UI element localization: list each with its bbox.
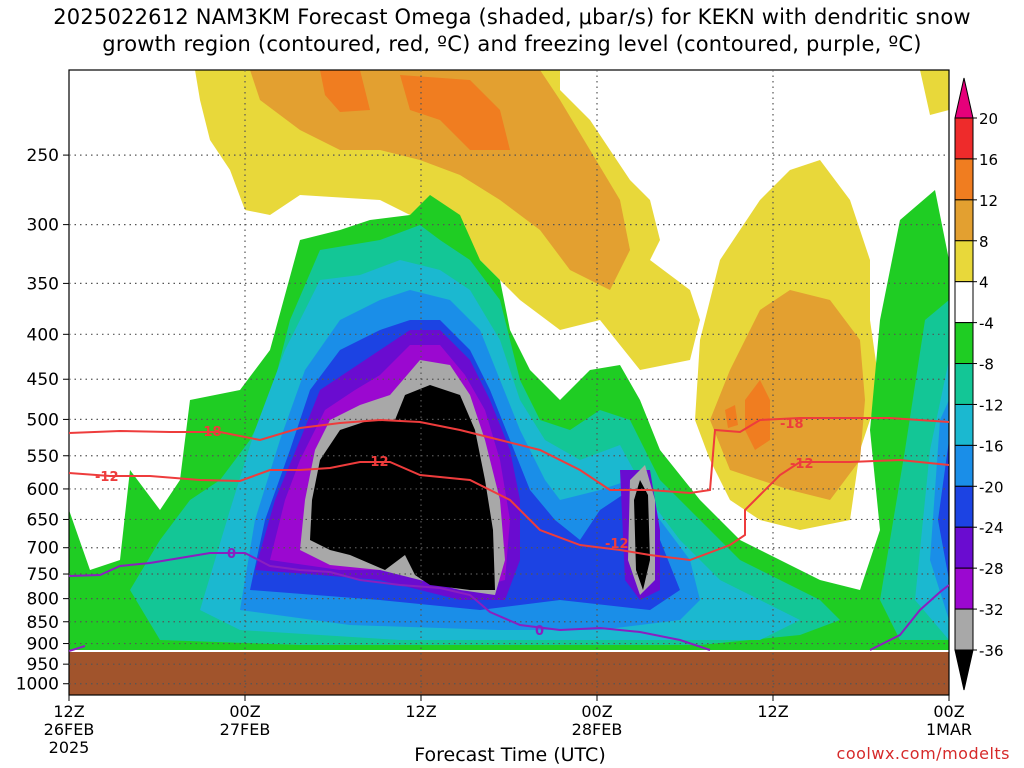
x-tick-label: 26FEB <box>44 720 95 739</box>
colorbar-label: -24 <box>979 519 1004 537</box>
colorbar-label: 4 <box>979 274 989 292</box>
x-tick-label: 12Z <box>757 702 788 721</box>
colorbar-segment <box>954 526 974 569</box>
contour-label-zero-left: 0 <box>227 547 236 562</box>
colorbar-segment <box>954 158 974 201</box>
y-tick-label: 800 <box>27 590 59 610</box>
colorbar-segment <box>954 567 974 610</box>
colorbar-label: -36 <box>979 642 1004 660</box>
title-line-1: 2025022612 NAM3KM Forecast Omega (shaded… <box>53 5 971 29</box>
shade-orange-upper <box>250 70 630 290</box>
x-tick-label: 00Z <box>229 702 260 721</box>
y-tick-label: 650 <box>27 510 59 530</box>
colorbar-segment <box>954 117 974 160</box>
y-tick-label: 400 <box>27 325 59 345</box>
contour-label-zero-right: 0 <box>535 624 544 639</box>
colorbar-bottom-triangle <box>954 649 974 691</box>
contour-zero-left-stub <box>69 645 86 652</box>
colorbar-label: 16 <box>979 151 998 169</box>
colorbar-label: 20 <box>979 110 998 128</box>
ground-layer <box>69 652 949 695</box>
contour-label-minus12-right: -12 <box>790 457 814 472</box>
x-tick-label: 00Z <box>581 702 612 721</box>
colorbar-label: 12 <box>979 192 998 210</box>
y-tick-label: 550 <box>27 447 59 467</box>
grid <box>69 70 949 695</box>
contour-label-minus18-left: -18 <box>198 425 222 440</box>
contour-label-minus12-left: -12 <box>95 470 119 485</box>
colorbar-segment <box>954 322 974 365</box>
colorbar-segment <box>954 444 974 487</box>
y-tick-label: 850 <box>27 613 59 633</box>
y-tick-label: 250 <box>27 146 59 166</box>
y-axis: 2503003504004505005506006507007508008509… <box>16 146 69 695</box>
y-tick-label: 700 <box>27 539 59 559</box>
contour-minus18 <box>69 417 949 495</box>
y-tick-label: 500 <box>27 410 59 430</box>
shade-orange-right <box>710 290 865 500</box>
contour-minus12 <box>69 458 949 562</box>
title-line-2: growth region (contoured, red, ºC) and f… <box>102 32 922 56</box>
contour-label-minus12-lower: -12 <box>605 537 629 552</box>
x-tick-label: 12Z <box>53 702 84 721</box>
x-tick-label: 12Z <box>405 702 436 721</box>
colorbar-segment <box>954 199 974 242</box>
shade-dark-orange-upper <box>320 70 510 150</box>
colorbar-label: -12 <box>979 396 1004 414</box>
colorbar-label: -28 <box>979 560 1004 578</box>
omega-shading <box>69 70 949 695</box>
y-tick-label: 950 <box>27 655 59 675</box>
colorbar-label: -8 <box>979 356 994 374</box>
y-tick-label: 350 <box>27 274 59 294</box>
contour-label-minus18-right: -18 <box>780 417 804 432</box>
chart-title: 2025022612 NAM3KM Forecast Omega (shaded… <box>0 4 1024 58</box>
colorbar-segment <box>954 240 974 283</box>
x-axis-title: Forecast Time (UTC) <box>414 744 606 766</box>
x-tick-label: 2025 <box>49 738 90 757</box>
shade-black-core <box>310 385 650 590</box>
x-tick-label: 1MAR <box>926 720 972 739</box>
contour-zero-right <box>869 584 949 651</box>
contour-zero-main <box>69 552 711 651</box>
y-tick-label: 900 <box>27 635 59 655</box>
shade-dark-orange-right <box>725 380 770 450</box>
colorbar-top-triangle <box>954 77 974 119</box>
y-tick-label: 600 <box>27 480 59 500</box>
colorbar-label: -20 <box>979 478 1004 496</box>
plot-frame <box>68 69 950 696</box>
colorbar-label: -4 <box>979 315 994 333</box>
colorbar-segment <box>954 363 974 405</box>
colorbar-label: -16 <box>979 437 1004 455</box>
colorbar-segment <box>954 485 974 528</box>
x-tick-label: 00Z <box>933 702 964 721</box>
colorbar-label: 8 <box>979 233 989 251</box>
freezing-contours: 0 0 <box>69 547 949 652</box>
contour-label-minus12-mid: -12 <box>365 455 389 470</box>
colorbar: 20 16 12 8 4 -4 -8 -12 -16 -20 -24 -28 -32 -36 <box>954 77 1004 691</box>
colorbar-segment <box>954 403 974 446</box>
y-tick-label: 750 <box>27 565 59 585</box>
y-tick-label: 1000 <box>16 675 59 695</box>
y-tick-label: 300 <box>27 216 59 236</box>
y-tick-label: 450 <box>27 370 59 390</box>
colorbar-segment <box>954 281 974 324</box>
colorbar-label: -32 <box>979 601 1004 619</box>
x-tick-label: 27FEB <box>220 720 271 739</box>
watermark: coolwx.com/modelts <box>836 744 1010 763</box>
colorbar-segment <box>954 608 974 651</box>
x-tick-label: 28FEB <box>572 720 623 739</box>
dendritic-contours: -18 -12 -12 -12 -18 -12 <box>69 417 949 562</box>
